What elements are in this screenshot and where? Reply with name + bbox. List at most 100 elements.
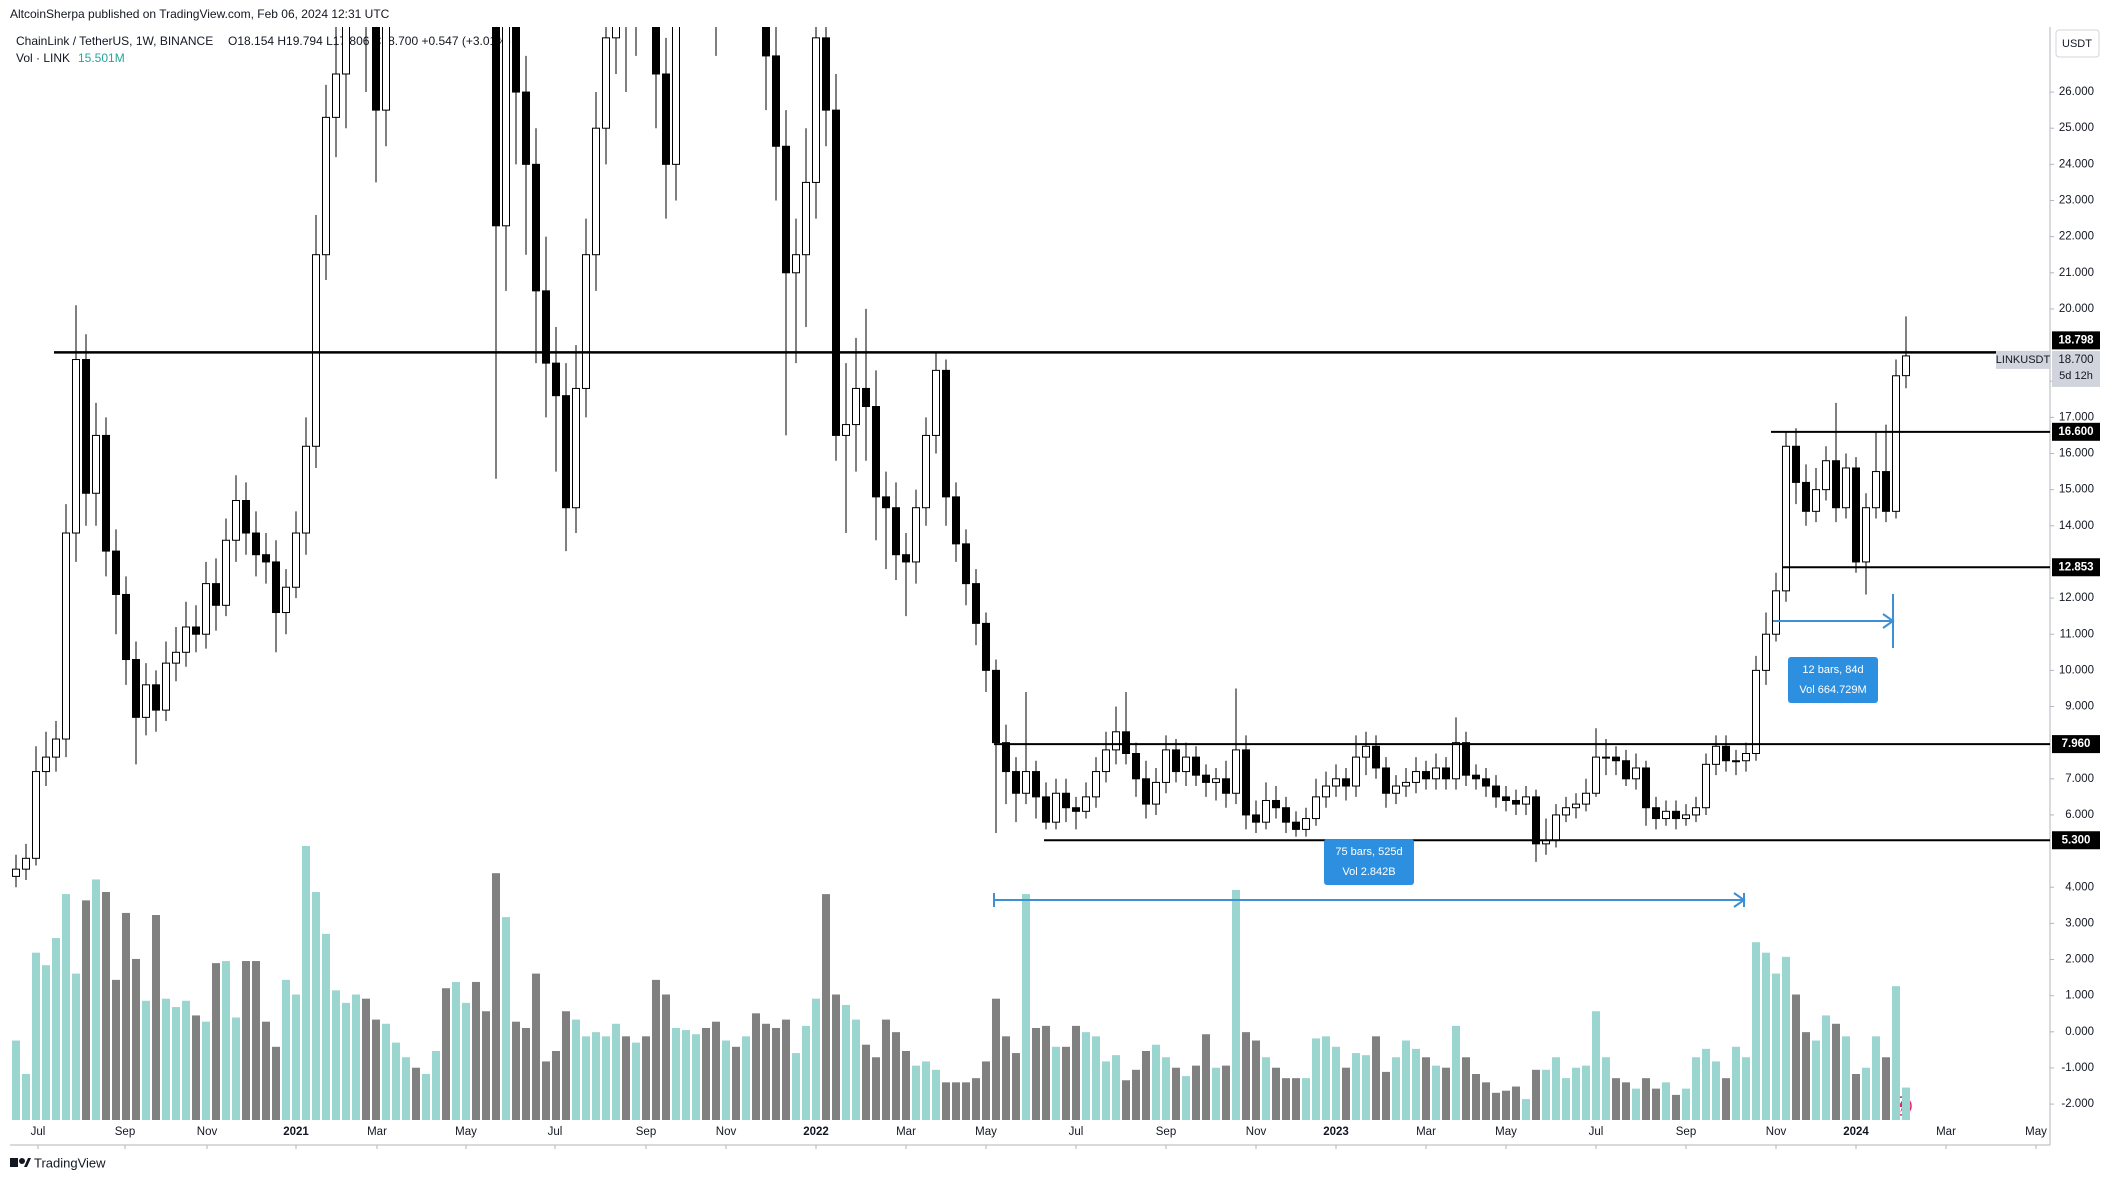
volume-bar [1222,1065,1230,1120]
volume-bar [582,1036,590,1120]
candle-body [852,387,860,426]
volume-bar [1772,973,1780,1120]
volume-bar [1792,994,1800,1120]
candle-body [1002,742,1010,773]
x-tick-label: Sep [636,1126,656,1138]
volume-bar [632,1042,640,1120]
y-tick-label: 14.000 [2059,520,2094,532]
candle-body [1432,767,1440,780]
volume-bar [1412,1048,1420,1120]
candle-body [592,127,600,256]
volume-bar [1102,1061,1110,1120]
volume-bar [1482,1082,1490,1120]
candle-body [52,738,60,758]
plot-area [12,27,1910,1120]
candle-body [1352,756,1360,787]
y-tick-label: 2.000 [2065,954,2094,966]
volume-bar [722,1040,730,1120]
volume-bar [742,1036,750,1120]
y-tick-label: 7.000 [2065,773,2094,785]
candle-body [782,145,790,274]
candle-body [1602,756,1610,759]
candle-body [932,369,940,436]
volume-bar [1732,1046,1740,1120]
candle-body [912,507,920,563]
volume-bar [1072,1025,1080,1120]
volume-bar [1552,1057,1560,1120]
volume-bar [322,933,330,1120]
volume-bar [1272,1067,1280,1120]
volume-bar [362,998,370,1120]
candle-body [1842,467,1850,509]
volume-bar [72,973,80,1120]
candle-body [1582,792,1590,805]
candle-body [1532,796,1540,845]
candle-body [892,507,900,556]
volume-bar [972,1078,980,1120]
candle-body [1852,467,1860,563]
volume-bar [1142,1050,1150,1120]
volume-bar [812,998,820,1120]
candle-body [652,27,660,75]
y-tick-label: 16.000 [2059,448,2094,460]
candle-body [72,359,80,534]
volume-bar [132,958,140,1120]
currency-box[interactable] [2055,29,2100,58]
volume-bar [1322,1036,1330,1120]
candle-body [1572,803,1580,809]
volume-bar [482,1011,490,1120]
volume-bar [802,1025,810,1120]
candle-body [842,424,850,436]
volume-bar [212,963,220,1120]
candle-body [62,532,70,740]
volume-bar [1432,1065,1440,1120]
candle-body [1142,778,1150,805]
x-tick-label: Mar [1936,1126,1956,1138]
candle-body [1672,810,1680,820]
volume-bar [172,1007,180,1120]
volume-bar [312,892,320,1120]
y-tick-label: 6.000 [2065,809,2094,821]
volume-bar [1352,1053,1360,1120]
y-tick-label: 21.000 [2059,267,2094,279]
volume-bar [1342,1067,1350,1120]
volume-bar [1422,1057,1430,1120]
candle-body [942,369,950,498]
candle-body [1772,590,1780,635]
volume-bar [1852,1073,1860,1120]
candle-body [1272,799,1280,809]
candle-body [1222,778,1230,794]
volume-bar [782,1019,790,1120]
candle-body [962,543,970,585]
x-tick-label: Jul [31,1126,46,1138]
volume-bar [532,973,540,1120]
candle-body [992,669,1000,744]
candle-body [1812,489,1820,512]
y-tick-label: 9.000 [2065,701,2094,713]
volume-bar [352,994,360,1120]
level-label: 7.960 [2062,738,2091,750]
level-label-box [2052,558,2100,577]
candle-body [262,554,270,563]
candle-body [1332,778,1340,787]
candle-body [1892,375,1900,512]
volume-bar [262,1021,270,1120]
candle-body [242,499,250,534]
x-tick-label: Mar [896,1126,916,1138]
candle-body [1152,781,1160,805]
volume-bar [332,990,340,1120]
volume-bar [1012,1053,1020,1120]
y-tick-label: 26.000 [2059,86,2094,98]
candle-body [982,622,990,671]
publisher: AltcoinSherpa published on TradingView.c… [10,7,390,21]
measure-box [1788,657,1878,703]
candle-body [1132,752,1140,780]
symbol-title: ChainLink / TetherUS, 1W, BINANCE [16,34,213,48]
volume-bar [1362,1055,1370,1120]
candle-body [1592,756,1600,794]
volume-bar [1862,1067,1870,1120]
volume-bar [692,1034,700,1120]
candle-body [1792,445,1800,483]
candle-body [662,73,670,165]
volume-bar [932,1069,940,1120]
